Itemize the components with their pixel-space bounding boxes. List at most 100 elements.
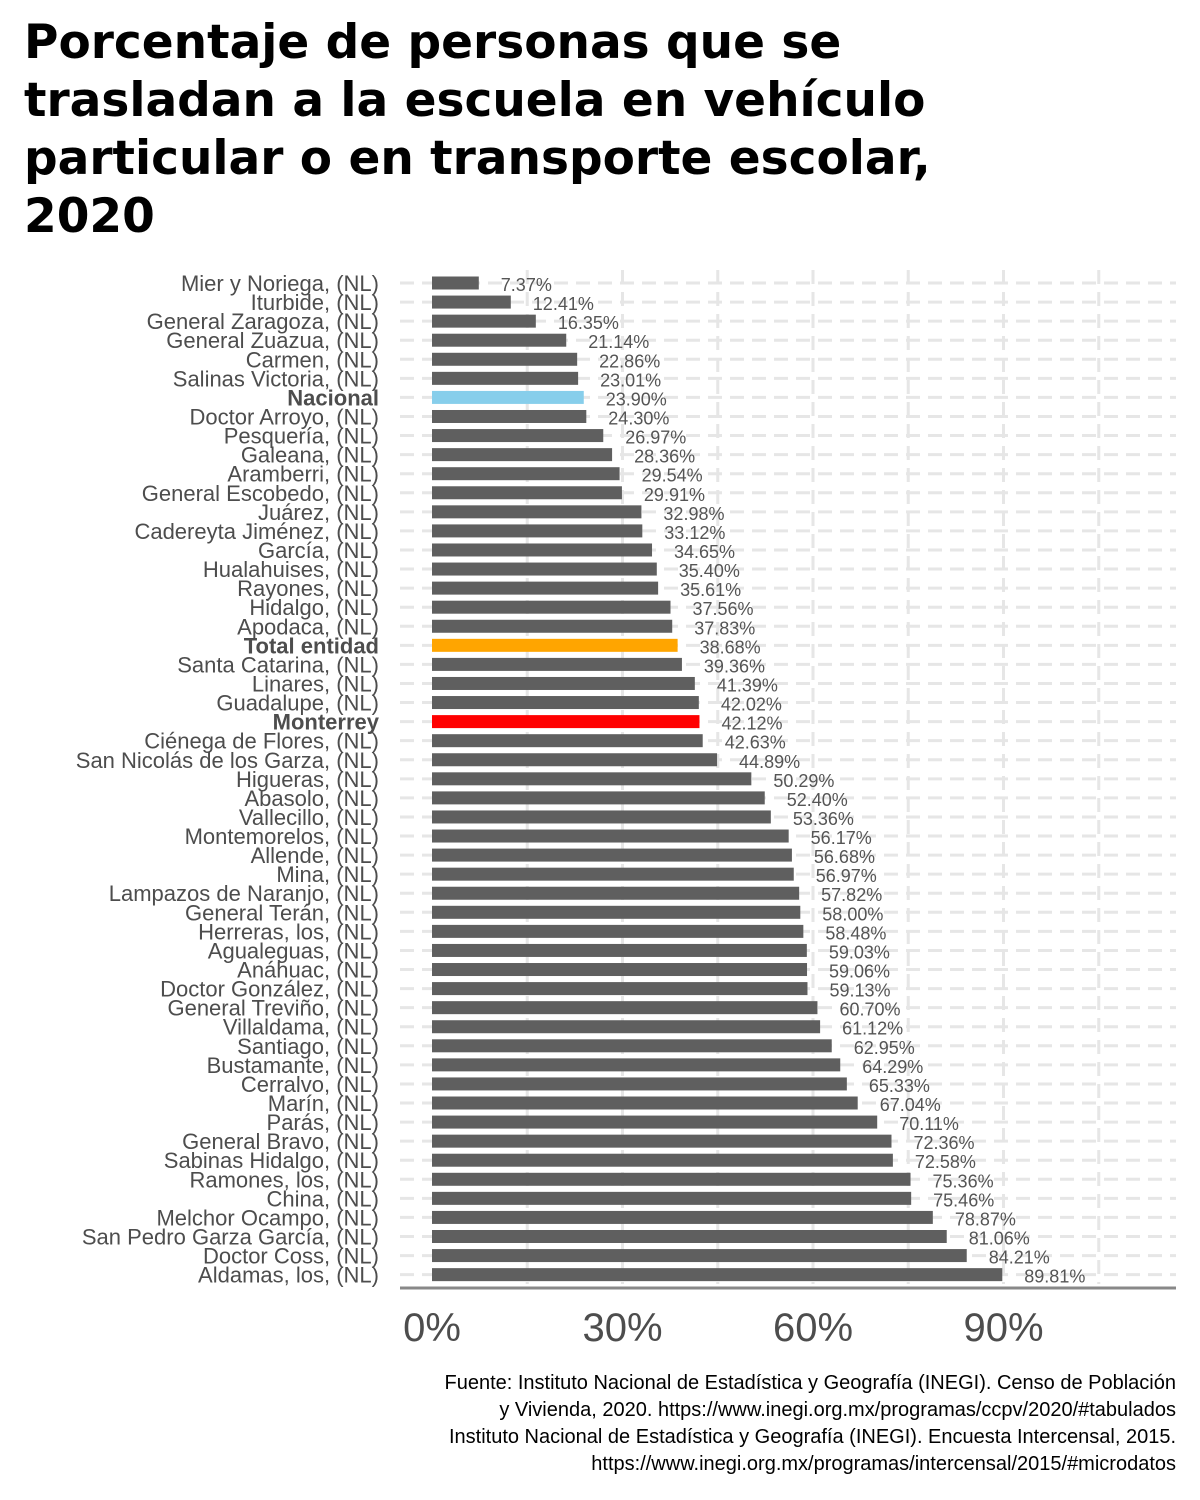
bar xyxy=(432,772,752,786)
bar xyxy=(432,505,642,519)
category-label: General Terán, (NL) xyxy=(185,900,379,925)
bar xyxy=(432,810,771,824)
value-label: 78.87% xyxy=(955,1209,1016,1229)
bar xyxy=(432,848,792,862)
x-tick-label: 90% xyxy=(963,1306,1043,1350)
value-label: 26.97% xyxy=(625,428,686,448)
category-label: Rayones, (NL) xyxy=(237,576,379,601)
bar xyxy=(432,314,536,328)
value-label: 12.41% xyxy=(533,294,594,314)
value-label: 52.40% xyxy=(787,790,848,810)
bar xyxy=(432,409,587,423)
bar xyxy=(432,1210,933,1224)
bar xyxy=(432,390,584,404)
category-label: Santiago, (NL) xyxy=(237,1034,379,1059)
value-label: 24.30% xyxy=(608,408,669,428)
bar xyxy=(432,657,682,671)
value-label: 39.36% xyxy=(704,656,765,676)
category-label: Ramones, los, (NL) xyxy=(189,1167,379,1192)
value-label: 56.68% xyxy=(814,847,875,867)
bar xyxy=(432,734,703,748)
bar xyxy=(432,753,718,767)
category-label: General Escobedo, (NL) xyxy=(142,481,379,506)
category-label: Galeana, (NL) xyxy=(241,443,379,468)
value-label: 58.00% xyxy=(822,904,883,924)
bar xyxy=(432,600,671,614)
category-label: García, (NL) xyxy=(258,538,379,563)
value-label: 29.54% xyxy=(642,466,703,486)
value-label: 23.90% xyxy=(606,389,667,409)
bar xyxy=(432,1077,847,1091)
bars-layer xyxy=(432,276,1003,1282)
chart-title: Porcentaje de personas que se trasladan … xyxy=(24,15,931,244)
bar xyxy=(432,1020,821,1034)
category-label: Marín, (NL) xyxy=(268,1091,379,1116)
value-label: 59.13% xyxy=(829,981,890,1001)
value-label: 50.29% xyxy=(773,771,834,791)
value-label: 34.65% xyxy=(674,542,735,562)
value-label: 35.40% xyxy=(679,561,740,581)
category-label: General Zaragoza, (NL) xyxy=(147,309,379,334)
category-label: Apodaca, (NL) xyxy=(237,614,379,639)
bar xyxy=(432,829,789,843)
category-label: Cadereyta Jiménez, (NL) xyxy=(134,519,379,544)
bar xyxy=(432,467,620,481)
value-label: 42.12% xyxy=(721,714,782,734)
category-label: Higueras, (NL) xyxy=(236,767,379,792)
source-line: y Vivienda, 2020. https://www.inegi.org.… xyxy=(499,1399,1176,1421)
bar xyxy=(432,1115,878,1129)
category-label: San Pedro Garza García, (NL) xyxy=(82,1225,379,1250)
category-label: Juárez, (NL) xyxy=(258,500,379,525)
bar xyxy=(432,276,479,290)
category-label: Linares, (NL) xyxy=(252,671,379,696)
value-label: 29.91% xyxy=(644,485,705,505)
bar xyxy=(432,791,765,805)
bar xyxy=(432,581,659,595)
bar xyxy=(432,1191,912,1205)
x-tick-label: 30% xyxy=(582,1306,662,1350)
value-label: 59.03% xyxy=(829,942,890,962)
category-label: Vallecillo, (NL) xyxy=(239,805,379,830)
value-label: 41.39% xyxy=(717,675,778,695)
bar xyxy=(432,333,567,347)
category-label: Hidalgo, (NL) xyxy=(249,595,379,620)
category-label: General Treviño, (NL) xyxy=(167,996,379,1021)
value-label: 38.68% xyxy=(700,637,761,657)
value-label: 57.82% xyxy=(821,885,882,905)
category-label: General Bravo, (NL) xyxy=(182,1129,379,1154)
bar xyxy=(432,963,808,977)
value-label: 56.17% xyxy=(811,828,872,848)
labels-layer: Mier y Noriega, (NL) 7.37% Iturbide, (NL) 1… xyxy=(76,271,1086,1288)
category-label: Monterrey xyxy=(273,710,380,735)
value-label: 72.36% xyxy=(913,1133,974,1153)
value-label: 60.70% xyxy=(839,1000,900,1020)
bar xyxy=(432,1134,892,1148)
category-label: Mina, (NL) xyxy=(276,862,379,887)
value-label: 58.48% xyxy=(825,923,886,943)
bar xyxy=(432,524,643,538)
category-label: Parás, (NL) xyxy=(267,1110,379,1135)
value-label: 62.95% xyxy=(854,1038,915,1058)
category-label: Sabinas Hidalgo, (NL) xyxy=(164,1148,379,1173)
bar xyxy=(432,867,794,881)
category-label: Pesquería, (NL) xyxy=(224,424,379,449)
value-label: 61.12% xyxy=(842,1019,903,1039)
value-label: 32.98% xyxy=(663,504,724,524)
x-axis: 0% 30% 60% 90% xyxy=(400,1286,1176,1350)
category-label: Melchor Ocampo, (NL) xyxy=(156,1205,379,1230)
value-label: 56.97% xyxy=(816,866,877,886)
category-label: Villaldama, (NL) xyxy=(223,1015,379,1040)
bar xyxy=(432,1153,893,1167)
category-label: Aldamas, los, (NL) xyxy=(198,1263,379,1288)
source-line: Instituto Nacional de Estadística y Geog… xyxy=(448,1426,1176,1448)
bar xyxy=(432,619,673,633)
bar xyxy=(432,715,700,729)
value-label: 22.86% xyxy=(599,351,660,371)
bar xyxy=(432,924,804,938)
category-label: Hualahuises, (NL) xyxy=(203,557,379,582)
value-label: 28.36% xyxy=(634,447,695,467)
bar xyxy=(432,1039,832,1053)
bar xyxy=(432,905,801,919)
category-label: Bustamante, (NL) xyxy=(207,1053,379,1078)
bar xyxy=(432,886,800,900)
